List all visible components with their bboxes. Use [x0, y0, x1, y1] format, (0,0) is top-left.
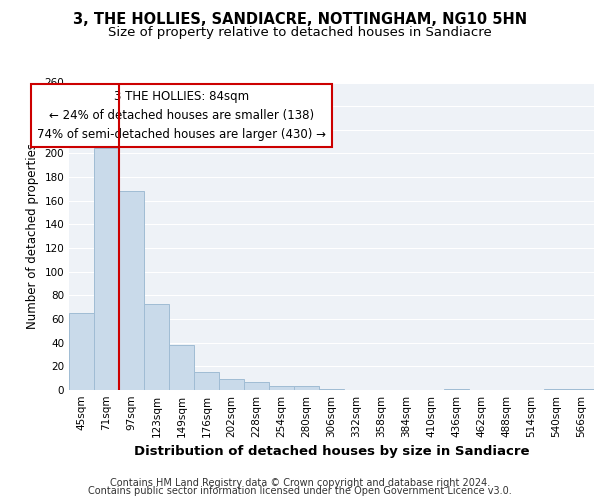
Bar: [269, 386, 294, 390]
Bar: [444, 389, 469, 390]
Bar: [319, 389, 344, 390]
Text: Size of property relative to detached houses in Sandiacre: Size of property relative to detached ho…: [108, 26, 492, 39]
Bar: [169, 345, 194, 390]
Y-axis label: Number of detached properties: Number of detached properties: [26, 143, 39, 329]
Bar: [294, 386, 319, 390]
Bar: [544, 389, 569, 390]
Bar: [144, 304, 169, 390]
Text: 3 THE HOLLIES: 84sqm
← 24% of detached houses are smaller (138)
74% of semi-deta: 3 THE HOLLIES: 84sqm ← 24% of detached h…: [37, 90, 326, 141]
Text: 3, THE HOLLIES, SANDIACRE, NOTTINGHAM, NG10 5HN: 3, THE HOLLIES, SANDIACRE, NOTTINGHAM, N…: [73, 12, 527, 28]
Text: Contains public sector information licensed under the Open Government Licence v3: Contains public sector information licen…: [88, 486, 512, 496]
Bar: [94, 148, 119, 390]
Bar: [569, 389, 594, 390]
Text: Contains HM Land Registry data © Crown copyright and database right 2024.: Contains HM Land Registry data © Crown c…: [110, 478, 490, 488]
Bar: [219, 380, 244, 390]
Bar: [69, 313, 94, 390]
Bar: [194, 372, 219, 390]
Bar: [119, 192, 144, 390]
Bar: [244, 382, 269, 390]
X-axis label: Distribution of detached houses by size in Sandiacre: Distribution of detached houses by size …: [134, 446, 529, 458]
